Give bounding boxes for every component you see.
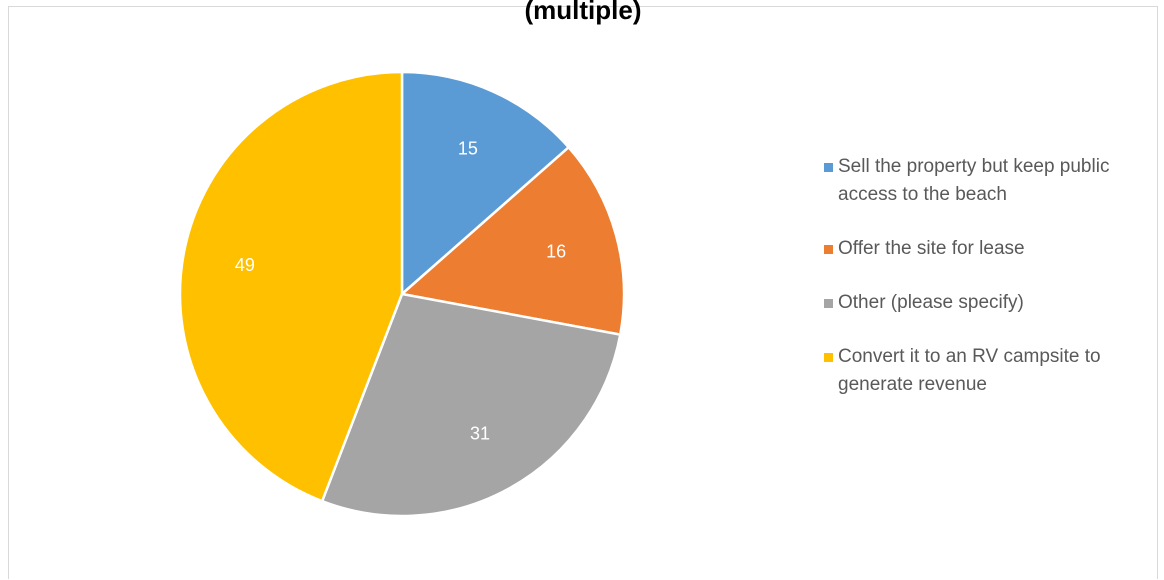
legend-label: Offer the site for lease [838,238,1025,259]
chart-area: (multiple) 15 16 31 49 Sell the property bu… [8,0,1158,579]
legend-item-sell-property: Sell the property but keep public access… [824,153,1164,209]
pie-chart: 15 16 31 49 [178,70,626,518]
pie-slice-convert-it-to-an-rv-campsite-t [178,70,404,503]
pie-slice-sell-the-property-but-keep-pub [400,70,570,296]
legend-item-rv-campsite: Convert it to an RV campsite to generate… [824,343,1164,399]
pie-slice-other-please-specify [320,292,622,518]
legend-label: Other (please specify) [838,292,1024,313]
chart-title: (multiple) [524,0,642,25]
data-label: 49 [235,255,255,275]
legend-swatch [824,163,833,172]
legend-swatch [824,353,833,362]
data-label: 16 [546,242,566,262]
pie-slice-offer-the-site-for-lease [400,146,626,336]
legend-swatch [824,245,833,254]
legend: Sell the property but keep public access… [824,153,1164,425]
data-label: 31 [470,424,490,444]
data-label: 15 [458,138,478,158]
legend-label: Convert it to an RV campsite to generate… [838,346,1101,395]
legend-item-offer-lease: Offer the site for lease [824,235,1164,263]
legend-label: Sell the property but keep public access… [838,156,1110,205]
legend-item-other: Other (please specify) [824,289,1164,317]
legend-swatch [824,299,833,308]
